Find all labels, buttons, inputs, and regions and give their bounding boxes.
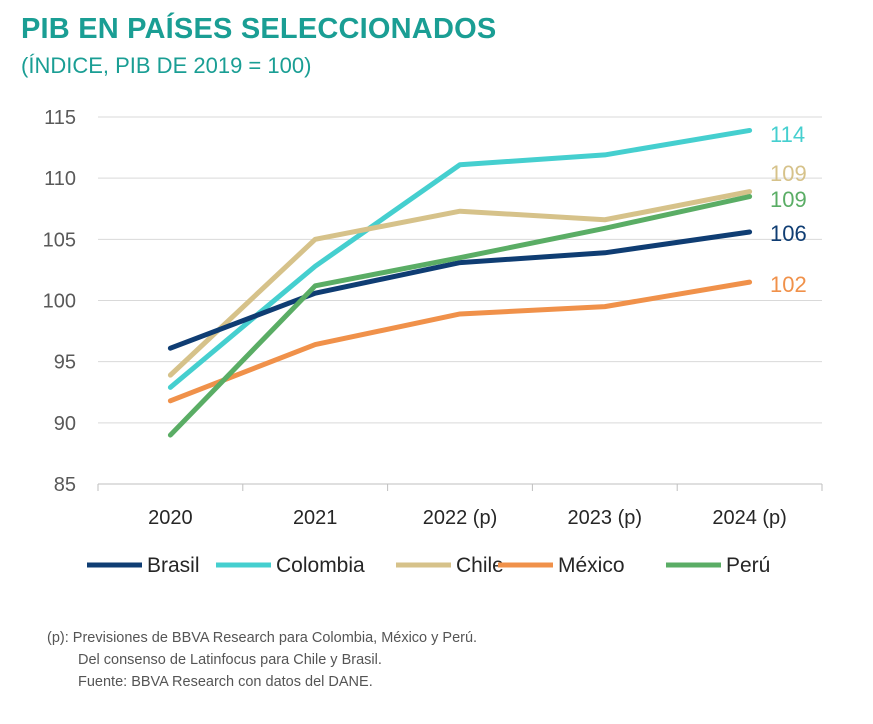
series-line-brasil xyxy=(167,229,753,351)
y-tick-label-90: 90 xyxy=(54,413,76,435)
legend-label-brasil: Brasil xyxy=(147,554,200,577)
y-tick-label-85: 85 xyxy=(54,474,76,496)
series-line-colombia xyxy=(167,127,753,390)
y-tick-label-105: 105 xyxy=(43,229,76,251)
series-line-chile xyxy=(167,189,753,378)
y-tick-label-100: 100 xyxy=(43,291,76,313)
footnote-consensus: Del consenso de Latinfocus para Chile y … xyxy=(78,652,382,668)
legend-label-perú: Perú xyxy=(726,554,770,577)
x-tick-label: 2022 (p) xyxy=(423,507,498,529)
chart-title: PIB EN PAÍSES SELECCIONADOS xyxy=(21,13,497,45)
y-tick-label-115: 115 xyxy=(44,107,76,129)
legend-label-méxico: México xyxy=(558,554,625,577)
x-tick-label: 2021 xyxy=(293,507,338,529)
legend-label-colombia: Colombia xyxy=(276,554,365,577)
legend: Brasil Colombia Chile México Perú xyxy=(87,554,770,577)
end-label-méxico: 102 xyxy=(770,272,807,297)
y-tick-label-110: 110 xyxy=(44,168,76,190)
axes: 85 90 95 100 105 110 115 2020 2021 2022 (p) 2023 (… xyxy=(43,107,823,529)
x-tick-label: 2024 (p) xyxy=(712,507,787,529)
footnote-forecast: (p): Previsiones de BBVA Research para C… xyxy=(47,630,478,646)
end-label-colombia: 114 xyxy=(770,122,805,147)
end-label-brasil: 106 xyxy=(770,221,807,246)
end-label-perú: 109 xyxy=(770,187,807,212)
legend-label-chile: Chile xyxy=(456,554,504,577)
chart-subtitle: (ÍNDICE, PIB DE 2019 = 100) xyxy=(21,53,312,78)
series-lines xyxy=(167,127,753,438)
x-tick-label: 2020 xyxy=(148,507,193,529)
gdp-line-chart: 85 90 95 100 105 110 115 2020 2021 2022 (p) 2023 (… xyxy=(43,107,823,577)
y-tick-label-95: 95 xyxy=(54,352,76,374)
end-label-chile: 109 xyxy=(770,161,807,186)
series-line-méxico xyxy=(167,279,753,404)
footnotes: (p): Previsiones de BBVA Research para C… xyxy=(47,627,477,693)
footnote-source: Fuente: BBVA Research con datos del DANE… xyxy=(78,674,373,690)
x-tick-label: 2023 (p) xyxy=(568,507,643,529)
series-line-perú xyxy=(167,194,753,438)
